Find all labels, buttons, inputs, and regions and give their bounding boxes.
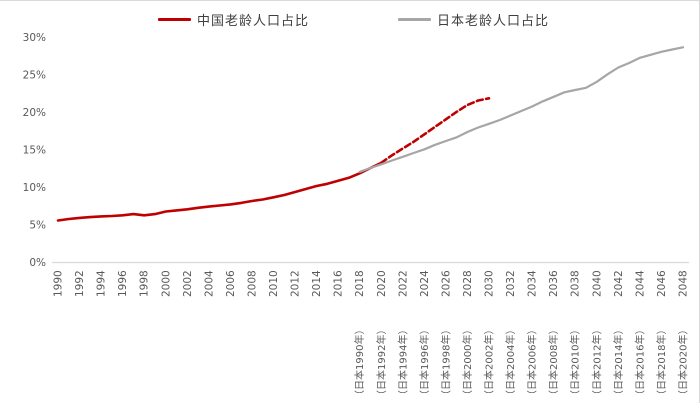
x-tick-label: 2010 <box>268 270 280 297</box>
series-japan-historical <box>358 46 685 173</box>
x-tick-label: 1992 <box>74 270 86 297</box>
y-tick-label: 10% <box>23 182 46 194</box>
x-subtick-label-japan-year: （日本2012年） <box>590 325 603 400</box>
x-subtick-label-japan-year: （日本1996年） <box>418 325 431 400</box>
y-tick-label: 5% <box>29 220 46 232</box>
x-subtick-label-japan-year: （日本1992年） <box>375 325 388 400</box>
series-china-forecast <box>379 97 491 165</box>
legend-item-japan: 日本老龄人口占比 <box>398 11 550 28</box>
x-subtick-label-japan-year: （日本2008年） <box>547 325 560 400</box>
x-tick-label: 2016 <box>333 270 345 297</box>
x-tick-label: 1990 <box>53 270 65 297</box>
x-subtick-label-japan-year: （日本2006年） <box>526 325 539 400</box>
y-tick-label: 0% <box>29 257 46 269</box>
japan-legend-label: 日本老龄人口占比 <box>437 12 550 28</box>
x-subtick-label-japan-year: （日本2014年） <box>612 325 625 400</box>
y-tick-label: 20% <box>23 107 46 119</box>
x-tick-label: 2048 <box>677 270 689 297</box>
legend-item-china: 中国老龄人口占比 <box>158 11 310 28</box>
y-tick-label: 25% <box>23 70 46 82</box>
x-subtick-label-japan-year: （日本2002年） <box>483 325 496 400</box>
x-tick-label: 2036 <box>548 270 560 297</box>
x-tick-label: 2012 <box>290 270 302 297</box>
x-tick-label: 2020 <box>376 270 388 297</box>
y-tick-label: 30% <box>23 32 46 44</box>
x-tick-label: 2028 <box>462 270 474 297</box>
x-subtick-label-japan-year: （日本2016年） <box>633 325 646 400</box>
x-subtick-label-japan-year: （日本1994年） <box>396 325 409 400</box>
x-tick-label: 2038 <box>570 270 582 297</box>
x-tick-label: 2022 <box>397 270 409 297</box>
x-subtick-label-japan-year: （日本2018年） <box>655 325 668 400</box>
x-subtick-label-japan-year: （日本2020年） <box>676 325 689 400</box>
x-tick-label: 2018 <box>354 270 366 297</box>
x-tick-label: 2046 <box>656 270 668 297</box>
x-tick-label: 1994 <box>96 270 108 297</box>
x-tick-label: 1996 <box>117 270 129 297</box>
china-legend-label: 中国老龄人口占比 <box>197 12 310 28</box>
x-tick-label: 2030 <box>484 270 496 297</box>
china-line-swatch-icon <box>158 17 191 21</box>
x-subtick-label-japan-year: （日本1990年） <box>353 325 366 400</box>
x-tick-label: 2024 <box>419 270 431 297</box>
x-tick-label: 2044 <box>634 270 646 297</box>
x-tick-label: 2004 <box>203 270 215 297</box>
x-tick-label: 2008 <box>246 270 258 297</box>
x-tick-label: 2034 <box>527 270 539 297</box>
x-subtick-label-japan-year: （日本1998年） <box>439 325 452 400</box>
x-tick-label: 1998 <box>139 270 151 297</box>
x-tick-label: 2000 <box>160 270 172 297</box>
x-tick-label: 2006 <box>225 270 237 297</box>
x-tick-label: 2014 <box>311 270 323 297</box>
y-tick-label: 15% <box>23 145 46 157</box>
x-tick-label: 2032 <box>505 270 517 297</box>
x-tick-label: 2040 <box>591 270 603 297</box>
x-subtick-label-japan-year: （日本2000年） <box>461 325 474 400</box>
x-tick-label: 2042 <box>613 270 625 297</box>
x-tick-label: 2002 <box>182 270 194 297</box>
x-subtick-label-japan-year: （日本2010年） <box>569 325 582 400</box>
series-china-historical <box>56 161 383 222</box>
x-subtick-label-japan-year: （日本2004年） <box>504 325 517 400</box>
x-tick-label: 2026 <box>440 270 452 297</box>
japan-line-swatch-icon <box>398 17 431 21</box>
